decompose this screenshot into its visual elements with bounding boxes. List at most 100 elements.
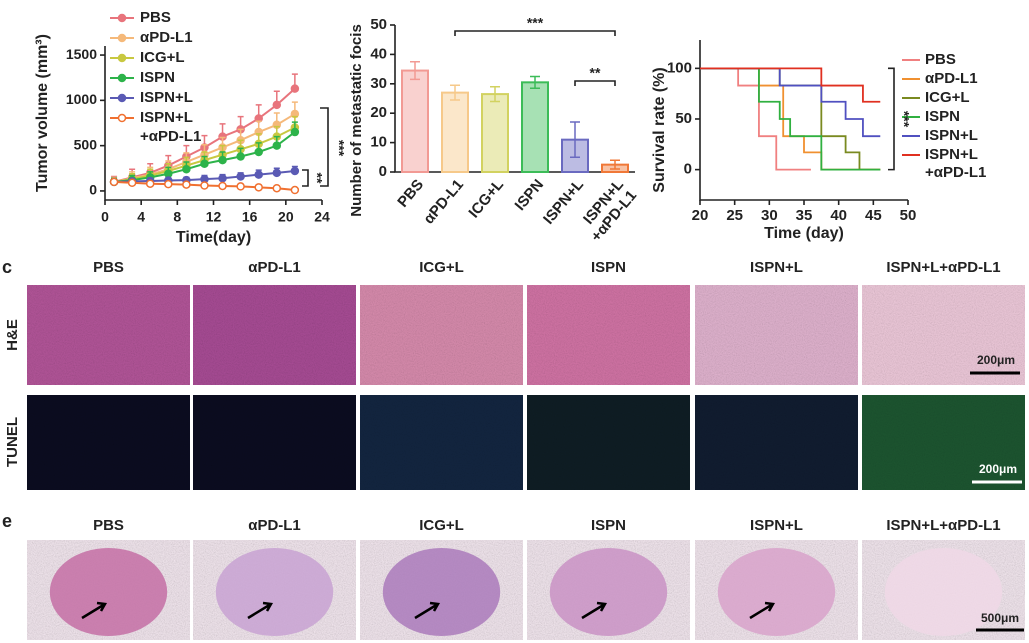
point xyxy=(218,181,227,191)
x-tick-label: 25 xyxy=(726,207,743,224)
y-axis-label: Survival rate (%) xyxy=(651,67,668,192)
annotation: *** xyxy=(331,140,347,157)
micrograph-texture xyxy=(695,285,858,385)
column-label: ISPN xyxy=(591,259,626,276)
bar xyxy=(521,81,549,173)
column-label: ISPN xyxy=(591,517,626,534)
point xyxy=(218,174,227,183)
survival-line xyxy=(700,67,881,103)
legend-marker xyxy=(117,33,127,43)
column-label: ISPN+L xyxy=(750,259,803,276)
point xyxy=(200,159,209,169)
x-axis-label: Time (day) xyxy=(764,225,844,242)
x-tick-label: 20 xyxy=(692,207,709,224)
bar xyxy=(481,93,509,173)
point xyxy=(236,152,245,161)
legend-label: ISPN xyxy=(140,69,175,86)
annotation: *** xyxy=(896,111,912,128)
tissue xyxy=(215,548,334,636)
x-tick-label: 35 xyxy=(796,207,813,224)
point xyxy=(272,141,282,150)
x-tick-label: ICG+L xyxy=(465,176,507,221)
scale-bar-label: 200μm xyxy=(979,462,1017,476)
bracket xyxy=(302,169,309,187)
point xyxy=(218,155,227,165)
y-tick-label: 100 xyxy=(667,59,692,76)
point xyxy=(290,185,300,195)
micrograph-texture xyxy=(360,395,523,490)
bracket xyxy=(454,30,616,36)
legend-label: ISPN xyxy=(925,108,960,125)
column-label: ISPN+L+αPD-L1 xyxy=(886,517,1000,534)
point xyxy=(200,181,209,190)
micrograph-texture xyxy=(360,285,523,385)
x-axis-label: Time(day) xyxy=(176,229,251,246)
row-label: H&E xyxy=(4,319,21,351)
y-tick-label: 0 xyxy=(379,163,387,180)
point xyxy=(254,147,263,157)
annotation: ** xyxy=(309,173,325,184)
y-tick-label: 50 xyxy=(675,110,692,127)
bracket xyxy=(320,107,329,187)
point xyxy=(272,183,282,193)
column-label: ICG+L xyxy=(419,517,464,534)
micrograph-texture xyxy=(193,285,356,385)
point xyxy=(182,180,191,189)
column-label: ISPN+L+αPD-L1 xyxy=(886,259,1000,276)
row-label: TUNEL xyxy=(4,417,21,467)
legend-label: αPD-L1 xyxy=(925,70,978,87)
error-bar xyxy=(530,75,540,89)
column-label: ICG+L xyxy=(419,259,464,276)
y-axis-label: Number of metastatic focis xyxy=(348,24,365,217)
panel-label: e xyxy=(2,511,12,531)
column-label: PBS xyxy=(93,259,124,276)
arrow xyxy=(581,601,608,620)
arrow xyxy=(247,601,274,620)
tissue xyxy=(884,548,1003,636)
tissue xyxy=(49,548,168,636)
y-axis-label: Tumor volume (mm³) xyxy=(34,34,51,192)
bracket xyxy=(888,67,895,171)
y-tick-label: 50 xyxy=(370,16,387,33)
point xyxy=(164,179,173,189)
axis xyxy=(394,25,635,173)
x-tick-label: 30 xyxy=(761,207,778,224)
point xyxy=(272,100,282,110)
point xyxy=(254,183,263,192)
x-tick-label: αPD-L1 xyxy=(420,176,467,227)
point xyxy=(272,168,282,178)
legend-marker xyxy=(117,13,127,23)
error-bar xyxy=(450,84,460,101)
point xyxy=(164,169,173,178)
annotation: *** xyxy=(527,15,544,31)
x-tick-label: PBS xyxy=(394,176,427,211)
micrograph-texture xyxy=(862,395,1025,490)
scale-bar-label: 200μm xyxy=(977,353,1015,367)
tissue xyxy=(717,548,836,636)
bracket xyxy=(574,80,616,86)
point xyxy=(290,84,300,93)
micrograph-texture xyxy=(862,285,1025,385)
point xyxy=(236,172,245,181)
micrograph-texture xyxy=(527,395,690,490)
legend-label: ISPN+L xyxy=(925,127,978,144)
tissue xyxy=(549,548,668,636)
error-bar xyxy=(410,61,420,81)
point xyxy=(109,177,119,187)
x-tick-label: ISPN xyxy=(512,176,548,214)
survival-line xyxy=(700,67,811,171)
x-tick-label: 12 xyxy=(206,209,222,225)
axis xyxy=(699,40,908,201)
y-tick-label: 0 xyxy=(684,161,692,178)
micrograph-texture xyxy=(27,285,190,385)
x-tick-label: 16 xyxy=(242,209,258,225)
y-tick-label: 500 xyxy=(74,136,98,152)
micrograph-texture xyxy=(27,395,190,490)
x-tick-label: 0 xyxy=(101,209,109,225)
panel-label: c xyxy=(2,257,12,277)
y-tick-label: 40 xyxy=(370,45,387,62)
legend-marker xyxy=(117,93,127,103)
legend-label: PBS xyxy=(140,9,171,26)
legend-marker xyxy=(117,113,127,123)
column-label: αPD-L1 xyxy=(248,517,301,534)
